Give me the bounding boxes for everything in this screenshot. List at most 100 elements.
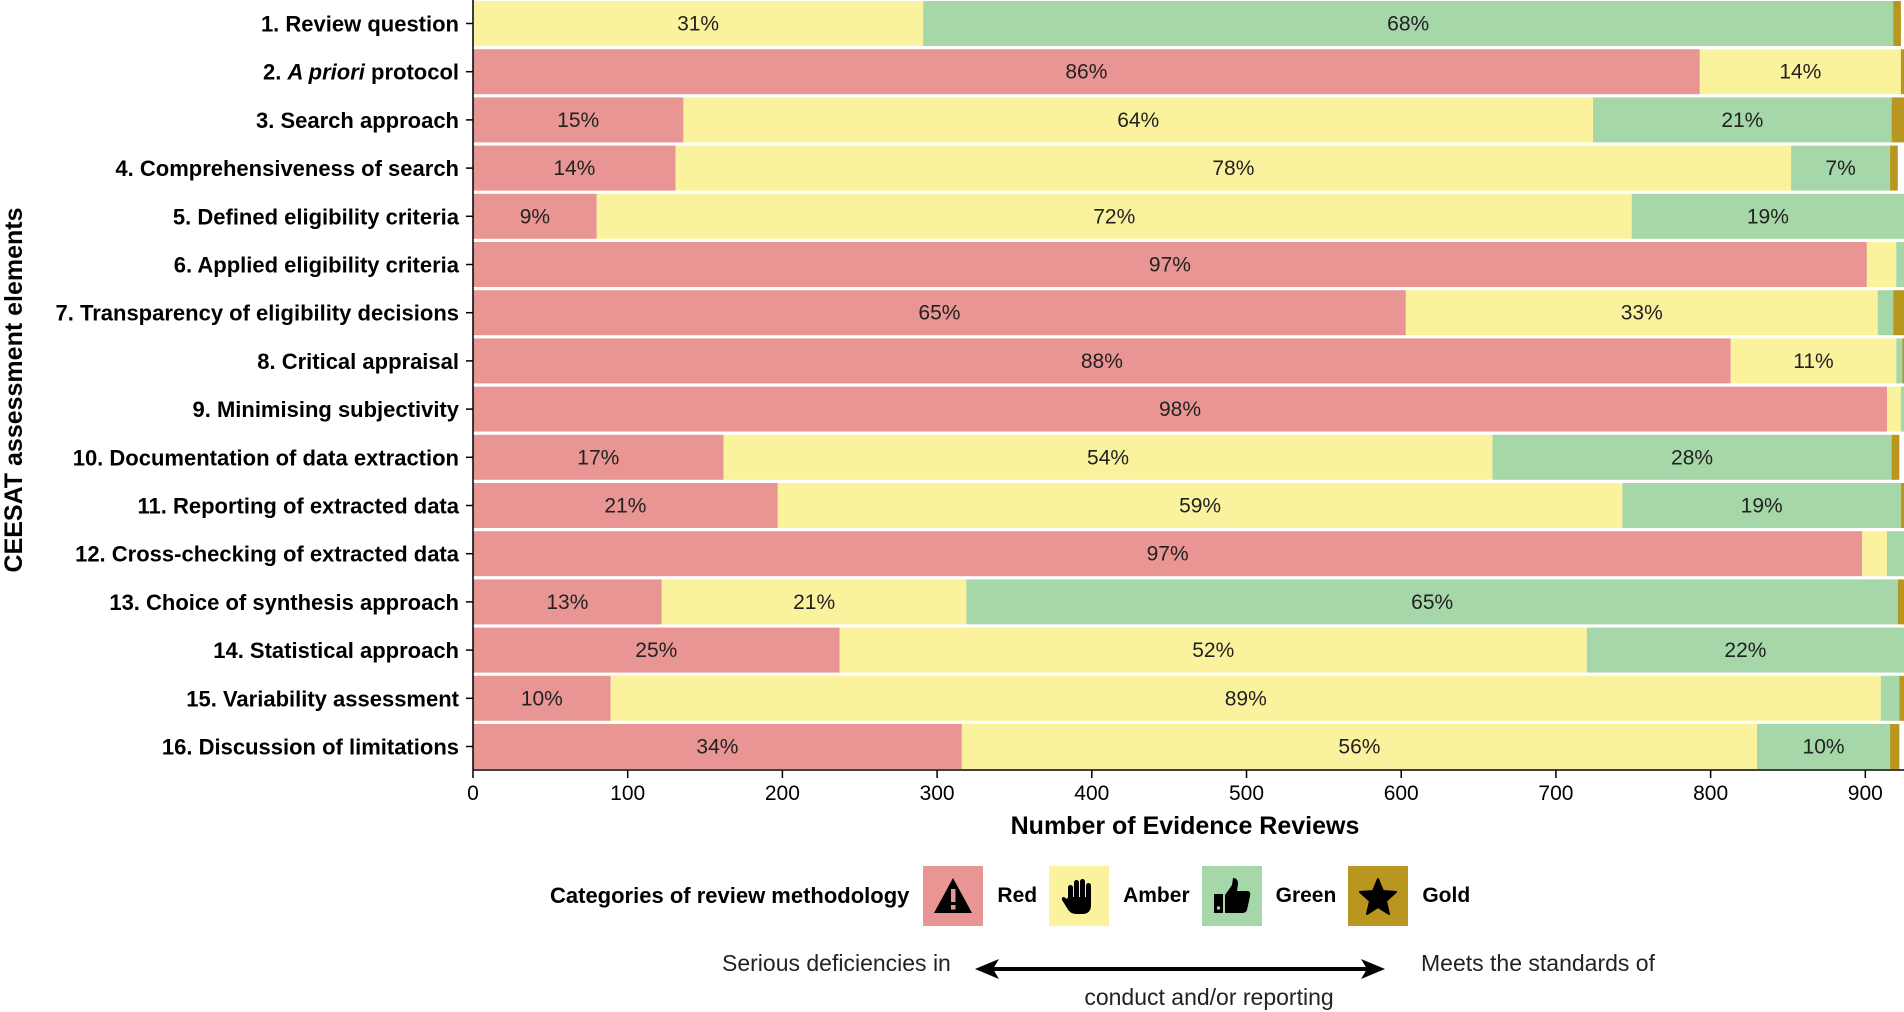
data-label-red-row-3: 15% <box>557 109 599 132</box>
data-label-red-row-13: 13% <box>546 591 588 614</box>
bar-segment-green-row-5 <box>1631 193 1904 239</box>
bar-segment-gold-row-10 <box>1891 434 1900 480</box>
x-tick-label-500: 500 <box>1229 782 1264 805</box>
category-label-9: 9. Minimising subjectivity <box>192 397 459 422</box>
bar-segment-amber-row-10 <box>723 434 1493 480</box>
data-label-red-row-5: 9% <box>520 205 550 228</box>
bar-segment-green-row-16 <box>1757 724 1891 769</box>
data-label-amber-row-4: 78% <box>1212 157 1254 180</box>
star-icon <box>1359 878 1398 915</box>
bar-segment-red-row-13 <box>473 579 662 625</box>
bar-segment-red-row-10 <box>473 434 724 480</box>
x-tick-label-300: 300 <box>920 782 955 805</box>
thumbs-up-icon <box>1213 878 1250 913</box>
data-label-red-row-10: 17% <box>577 446 619 469</box>
bar-segment-green-row-12 <box>1886 531 1904 577</box>
data-label-green-row-16: 10% <box>1803 736 1845 759</box>
bar-segment-amber-row-13 <box>661 579 967 625</box>
segment-labels-layer: 31% 68% 86% 14% 15% 64% 21% 14% 78% 7% 9% 72% 19% 97%… <box>520 13 1856 759</box>
legend-item-red: Red <box>923 866 1037 926</box>
bar-segment-red-row-15 <box>473 675 611 721</box>
bar-segment-red-row-9 <box>473 386 1887 432</box>
double-arrow-icon <box>975 959 1385 979</box>
bar-segment-gold-row-1 <box>1893 1 1901 46</box>
legend-swatch-red <box>923 866 984 926</box>
legend-label-green: Green <box>1275 884 1337 907</box>
category-label-7: 7. Transparency of eligibility decisions <box>56 301 459 326</box>
bar-segment-amber-row-3 <box>683 97 1594 143</box>
bar-segment-amber-row-5 <box>596 193 1632 239</box>
category-label-10: 10. Documentation of data extraction <box>73 445 459 470</box>
bar-segment-green-row-6 <box>1896 242 1904 287</box>
category-label-6: 6. Applied eligibility criteria <box>174 253 460 278</box>
x-tick-label-100: 100 <box>610 782 645 805</box>
data-label-amber-row-7: 33% <box>1621 302 1663 325</box>
data-label-amber-row-11: 59% <box>1179 495 1221 518</box>
category-label-3: 3. Search approach <box>256 108 459 133</box>
category-label-13: 13. Choice of synthesis approach <box>109 590 459 615</box>
y-axis-title: CEESAT assessment elements <box>0 208 28 573</box>
legend-item-green: Green <box>1201 866 1337 926</box>
legend-swatch-green <box>1201 866 1262 926</box>
category-label-16: 16. Discussion of limitations <box>162 735 459 760</box>
scale-left-text: Serious deficiencies in <box>722 950 951 976</box>
legend-item-gold: Gold <box>1348 866 1470 926</box>
bar-segment-amber-row-14 <box>839 627 1587 673</box>
data-label-red-row-16: 34% <box>696 736 738 759</box>
data-label-red-row-11: 21% <box>604 495 646 518</box>
bar-segment-amber-row-11 <box>777 483 1623 528</box>
data-label-green-row-4: 7% <box>1825 157 1855 180</box>
bar-segment-gold-row-15 <box>1899 675 1904 721</box>
data-label-red-row-15: 10% <box>521 687 563 710</box>
scale-right-text: Meets the standards of <box>1421 950 1655 976</box>
category-label-15: 15. Variability assessment <box>186 686 459 711</box>
bar-segment-red-row-7 <box>473 290 1406 336</box>
bar-segment-green-row-13 <box>966 579 1898 625</box>
bar-segment-gold-row-7 <box>1893 290 1904 336</box>
data-label-red-row-14: 25% <box>635 639 677 662</box>
bar-segment-amber-row-15 <box>610 675 1881 721</box>
legend: Categories of review methodology Red Amb… <box>550 866 1482 926</box>
data-label-amber-row-5: 72% <box>1093 205 1135 228</box>
stacked-bar-chart: 31% 68% 86% 14% 15% 64% 21% 14% 78% 7% 9% 72% 19% 97%… <box>0 0 1904 840</box>
quality-scale: Serious deficiencies in Meets the standa… <box>0 940 1904 1012</box>
category-label-4: 4. Comprehensiveness of search <box>115 156 459 181</box>
x-axis: 0 100 200 300 400 500 600 700 800 900 <box>467 769 1904 805</box>
data-label-amber-row-13: 21% <box>793 591 835 614</box>
data-label-amber-row-14: 52% <box>1192 639 1234 662</box>
data-label-green-row-11: 19% <box>1741 495 1783 518</box>
legend-item-amber: Amber <box>1049 866 1190 926</box>
legend-label-red: Red <box>997 884 1038 907</box>
warning-icon <box>934 878 973 913</box>
x-tick-label-800: 800 <box>1693 782 1728 805</box>
scale-middle-text: conduct and/or reporting <box>1084 984 1334 1010</box>
hand-icon <box>1061 879 1092 914</box>
data-label-green-row-5: 19% <box>1747 205 1789 228</box>
data-label-green-row-10: 28% <box>1671 446 1713 469</box>
data-label-red-row-7: 65% <box>918 302 960 325</box>
bar-segment-green-row-1 <box>923 1 1894 46</box>
bar-segment-amber-row-1 <box>473 1 924 46</box>
bar-segment-green-row-3 <box>1593 97 1892 143</box>
x-tick-label-400: 400 <box>1074 782 1109 805</box>
bar-segment-amber-row-2 <box>1699 49 1901 95</box>
x-tick-label-900: 900 <box>1848 782 1883 805</box>
x-tick-label-600: 600 <box>1384 782 1419 805</box>
x-axis-title: Number of Evidence Reviews <box>1011 812 1360 840</box>
category-label-2: 2. A priori protocol <box>263 60 459 85</box>
bar-segment-gold-row-3 <box>1891 97 1904 143</box>
category-label-11: 11. Reporting of extracted data <box>137 494 459 519</box>
legend-label-amber: Amber <box>1123 884 1190 907</box>
data-label-amber-row-3: 64% <box>1117 109 1159 132</box>
bar-segment-green-row-15 <box>1880 675 1900 721</box>
bar-segment-red-row-6 <box>473 242 1867 287</box>
bar-segment-red-row-4 <box>473 145 676 191</box>
data-label-red-row-6: 97% <box>1149 254 1191 277</box>
bar-segment-amber-row-4 <box>675 145 1792 191</box>
bar-segment-green-row-10 <box>1492 434 1892 480</box>
bar-segment-red-row-14 <box>473 627 840 673</box>
data-label-green-row-1: 68% <box>1387 13 1429 36</box>
bar-segment-gold-row-8 <box>1902 338 1904 384</box>
data-label-red-row-12: 97% <box>1147 543 1189 566</box>
category-label-1: 1. Review question <box>261 12 459 37</box>
